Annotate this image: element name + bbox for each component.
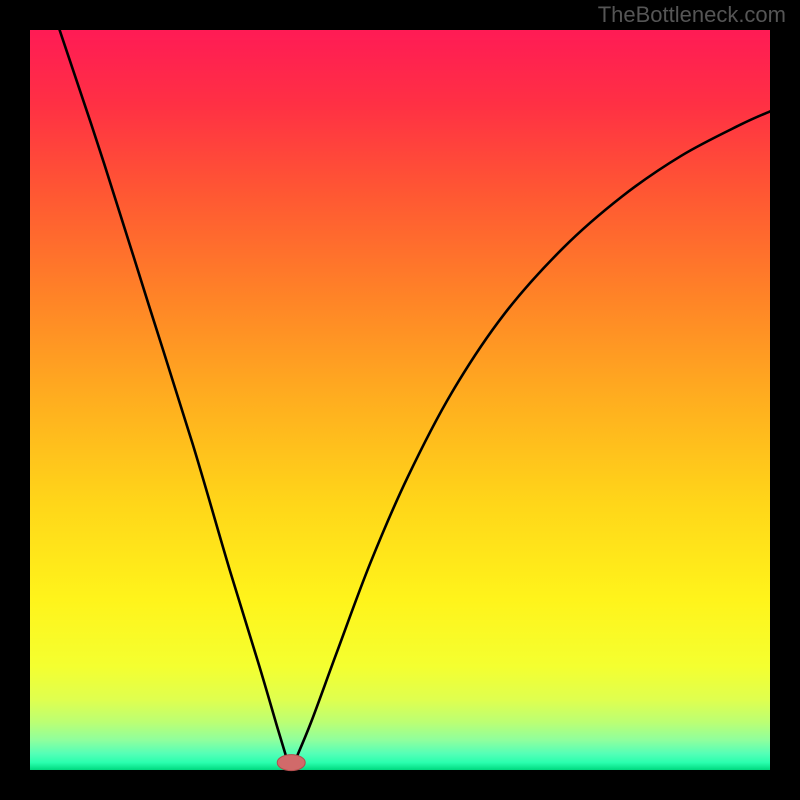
chart-container: TheBottleneck.com	[0, 0, 800, 800]
chart-background	[30, 30, 770, 770]
bottleneck-curve-chart	[0, 0, 800, 800]
valley-marker	[277, 755, 305, 771]
